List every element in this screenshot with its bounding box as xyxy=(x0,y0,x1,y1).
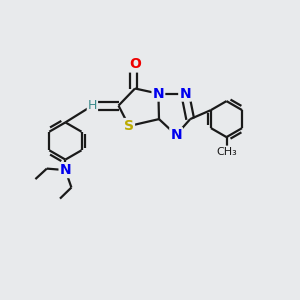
Text: N: N xyxy=(153,87,164,100)
Text: CH₃: CH₃ xyxy=(216,146,237,157)
Text: H: H xyxy=(88,99,97,112)
Text: N: N xyxy=(179,87,191,100)
Text: S: S xyxy=(124,119,134,133)
Text: N: N xyxy=(60,163,71,177)
Text: O: O xyxy=(129,58,141,71)
Text: N: N xyxy=(170,128,182,142)
